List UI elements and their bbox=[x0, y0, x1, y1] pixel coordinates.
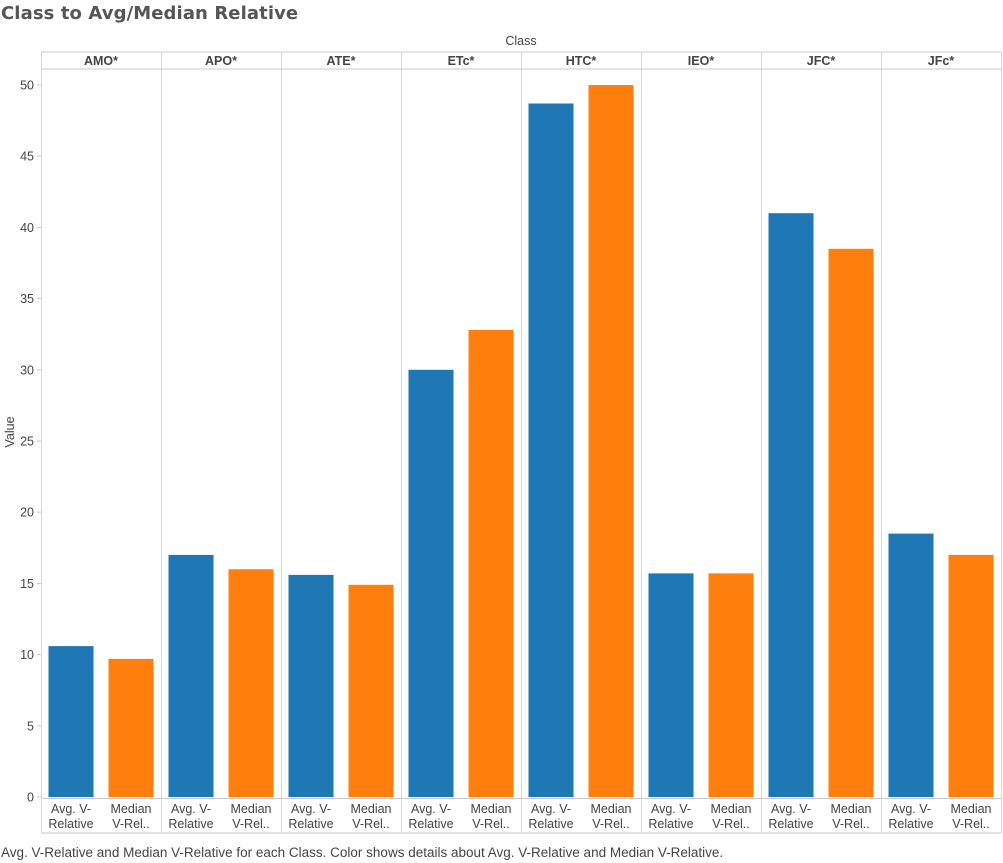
chart-title: Class to Avg/Median Relative bbox=[1, 3, 299, 24]
x-tick-label: Avg. V- bbox=[771, 802, 811, 816]
y-tick-label: 40 bbox=[20, 221, 34, 235]
bar[interactable] bbox=[768, 213, 814, 797]
x-tick-label: Median bbox=[591, 802, 632, 816]
y-tick-label: 5 bbox=[27, 719, 34, 733]
column-header-label: Class bbox=[505, 34, 536, 48]
x-tick-label: V-Rel.. bbox=[952, 817, 990, 831]
bar[interactable] bbox=[708, 573, 754, 797]
x-tick-label: V-Rel.. bbox=[712, 817, 750, 831]
x-tick-label: V-Rel.. bbox=[352, 817, 390, 831]
x-tick-label: Avg. V- bbox=[291, 802, 331, 816]
y-axis-title-group: Value bbox=[3, 416, 17, 447]
bar[interactable] bbox=[348, 584, 394, 797]
bar[interactable] bbox=[648, 573, 694, 797]
y-tick-label: 35 bbox=[20, 292, 34, 306]
x-tick-label: Relative bbox=[288, 817, 333, 831]
y-tick-label: 30 bbox=[20, 363, 34, 377]
x-tick-label: Median bbox=[111, 802, 152, 816]
x-tick-label: V-Rel.. bbox=[112, 817, 150, 831]
x-tick-label: Median bbox=[231, 802, 272, 816]
y-tick-label: 0 bbox=[27, 791, 34, 805]
category-header: JFC* bbox=[807, 54, 836, 68]
category-header: AMO* bbox=[84, 54, 118, 68]
x-tick-label: Relative bbox=[648, 817, 693, 831]
x-tick-label: Avg. V- bbox=[411, 802, 451, 816]
bar[interactable] bbox=[408, 369, 454, 797]
x-tick-label: Median bbox=[351, 802, 392, 816]
x-tick-label: Relative bbox=[528, 817, 573, 831]
category-header: JFc* bbox=[928, 54, 955, 68]
x-tick-label: V-Rel.. bbox=[592, 817, 630, 831]
chart-frame bbox=[41, 51, 1002, 834]
bar[interactable] bbox=[948, 554, 994, 797]
x-tick-label: Median bbox=[951, 802, 992, 816]
category-header: ETc* bbox=[448, 54, 475, 68]
bar[interactable] bbox=[888, 533, 934, 797]
x-tick-label: Relative bbox=[408, 817, 453, 831]
x-tick-label: Avg. V- bbox=[171, 802, 211, 816]
bar[interactable] bbox=[288, 574, 334, 797]
x-tick-label: Relative bbox=[768, 817, 813, 831]
y-axis: 0 5 10 15 20 25 30 35 40 45 50 bbox=[20, 79, 41, 805]
y-tick-label: 15 bbox=[20, 577, 34, 591]
bar[interactable] bbox=[48, 646, 94, 797]
bar[interactable] bbox=[168, 554, 214, 797]
x-tick-label: V-Rel.. bbox=[232, 817, 270, 831]
y-tick-label: 50 bbox=[20, 79, 34, 93]
y-tick-label: 20 bbox=[20, 506, 34, 520]
bar[interactable] bbox=[468, 329, 514, 797]
y-axis-title: Value bbox=[3, 416, 17, 447]
bar[interactable] bbox=[228, 569, 274, 797]
x-tick-label: V-Rel.. bbox=[472, 817, 510, 831]
category-header: ATE* bbox=[327, 54, 356, 68]
class-header: Class AMO* APO* ATE* ETc* HTC* IEO* JFC* JFc* bbox=[84, 34, 954, 68]
x-tick-label: Avg. V- bbox=[51, 802, 91, 816]
y-tick-label: 10 bbox=[20, 648, 34, 662]
y-tick-label: 25 bbox=[20, 435, 34, 449]
bars bbox=[48, 85, 994, 798]
category-header: IEO* bbox=[688, 54, 715, 68]
x-tick-label: Median bbox=[831, 802, 872, 816]
bar[interactable] bbox=[528, 103, 574, 798]
x-tick-label: Avg. V- bbox=[651, 802, 691, 816]
x-tick-label: Avg. V- bbox=[891, 802, 931, 816]
x-tick-label: V-Rel.. bbox=[832, 817, 870, 831]
x-tick-label: Median bbox=[711, 802, 752, 816]
x-tick-label: Relative bbox=[48, 817, 93, 831]
category-header: APO* bbox=[205, 54, 237, 68]
bar[interactable] bbox=[108, 658, 154, 797]
category-header: HTC* bbox=[566, 54, 597, 68]
x-tick-label: Relative bbox=[168, 817, 213, 831]
bar[interactable] bbox=[828, 248, 874, 798]
x-tick-label: Relative bbox=[888, 817, 933, 831]
chart-caption: Avg. V-Relative and Median V-Relative fo… bbox=[1, 845, 724, 860]
x-tick-label: Avg. V- bbox=[531, 802, 571, 816]
y-tick-label: 45 bbox=[20, 150, 34, 164]
x-tick-label: Median bbox=[471, 802, 512, 816]
bar[interactable] bbox=[588, 85, 634, 797]
